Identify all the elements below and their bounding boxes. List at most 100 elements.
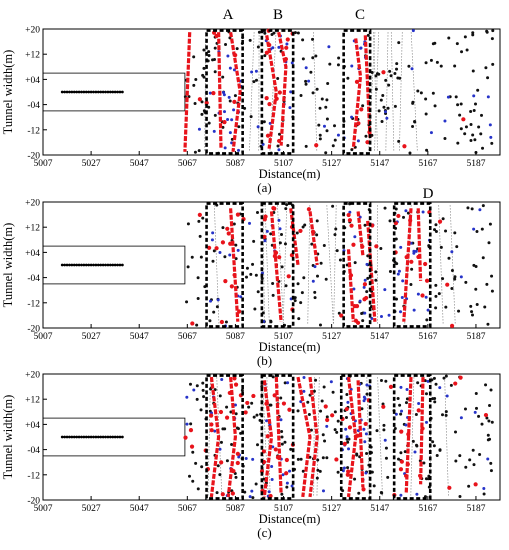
blue-point bbox=[236, 248, 240, 252]
black-point bbox=[301, 38, 305, 42]
blue-point bbox=[285, 481, 289, 485]
black-point bbox=[252, 239, 256, 243]
red-point bbox=[209, 428, 214, 433]
black-point bbox=[234, 412, 238, 416]
red-point bbox=[245, 400, 250, 406]
fracture-trace bbox=[296, 376, 312, 498]
black-point bbox=[434, 223, 438, 227]
black-point bbox=[387, 83, 391, 87]
black-point bbox=[283, 381, 287, 385]
red-point bbox=[284, 471, 289, 476]
black-point bbox=[435, 60, 439, 64]
black-point bbox=[490, 141, 494, 145]
black-point bbox=[223, 255, 227, 259]
black-point bbox=[254, 273, 258, 277]
trend-line bbox=[313, 32, 318, 152]
blue-point bbox=[364, 471, 368, 475]
black-point bbox=[322, 244, 326, 248]
zone-box-a bbox=[205, 29, 244, 155]
red-point bbox=[334, 457, 339, 462]
black-point bbox=[454, 459, 458, 463]
trend-line bbox=[326, 205, 334, 325]
black-point bbox=[396, 397, 400, 401]
blue-point bbox=[285, 42, 289, 46]
black-point bbox=[366, 254, 370, 258]
black-point bbox=[336, 470, 340, 474]
red-point bbox=[323, 404, 328, 409]
blue-point bbox=[363, 278, 367, 282]
measuring-point bbox=[75, 435, 79, 439]
blue-point bbox=[267, 490, 271, 494]
red-point bbox=[277, 90, 282, 95]
red-point bbox=[342, 441, 347, 446]
blue-point bbox=[232, 108, 236, 112]
measuring-point bbox=[99, 90, 103, 94]
blue-point bbox=[416, 292, 420, 296]
trend-line bbox=[260, 377, 265, 497]
red-point bbox=[447, 485, 452, 490]
red-point bbox=[396, 213, 401, 219]
black-point bbox=[333, 124, 337, 128]
blue-point bbox=[352, 287, 356, 291]
black-point bbox=[381, 93, 385, 97]
measuring-point bbox=[63, 263, 67, 267]
black-point bbox=[196, 276, 200, 280]
measuring-point bbox=[89, 435, 93, 439]
black-point bbox=[325, 98, 329, 102]
black-point bbox=[458, 494, 462, 498]
black-point bbox=[284, 207, 288, 211]
black-point bbox=[471, 31, 475, 35]
trend-line bbox=[207, 377, 211, 497]
red-point bbox=[345, 472, 350, 477]
black-point bbox=[304, 79, 308, 83]
measuring-point bbox=[60, 435, 64, 439]
black-point bbox=[450, 269, 454, 273]
blue-point bbox=[399, 385, 403, 389]
black-point bbox=[285, 203, 289, 207]
black-point bbox=[321, 433, 325, 437]
black-point bbox=[212, 57, 216, 61]
black-point bbox=[299, 301, 303, 305]
red-point bbox=[349, 223, 354, 228]
red-point bbox=[235, 460, 240, 466]
black-point bbox=[353, 477, 357, 481]
black-point bbox=[263, 31, 267, 35]
black-point bbox=[280, 492, 284, 496]
red-point bbox=[262, 234, 267, 240]
blue-point bbox=[404, 423, 408, 427]
black-point bbox=[309, 428, 313, 432]
blue-point bbox=[228, 253, 232, 257]
measuring-point bbox=[108, 263, 112, 267]
measuring-point bbox=[72, 263, 76, 267]
blue-point bbox=[288, 469, 292, 473]
black-point bbox=[234, 475, 238, 479]
black-point bbox=[447, 256, 451, 260]
black-point bbox=[254, 78, 258, 82]
blue-point bbox=[212, 129, 216, 133]
black-point bbox=[253, 307, 257, 311]
black-point bbox=[439, 245, 443, 249]
zone-letter-c: C bbox=[355, 7, 365, 23]
black-point bbox=[479, 132, 483, 136]
red-point bbox=[344, 406, 349, 412]
red-point bbox=[399, 429, 404, 434]
y-tick-label: +12 bbox=[25, 224, 40, 234]
black-point bbox=[370, 470, 374, 474]
blue-point bbox=[404, 209, 408, 213]
black-point bbox=[357, 491, 361, 495]
black-point bbox=[447, 36, 451, 40]
black-point bbox=[379, 98, 383, 102]
x-tick-label: 5167 bbox=[418, 159, 437, 169]
black-point bbox=[441, 413, 445, 417]
black-point bbox=[478, 452, 482, 456]
blue-point bbox=[226, 117, 230, 121]
black-point bbox=[404, 401, 408, 405]
red-point bbox=[339, 313, 344, 318]
trend-line bbox=[277, 205, 284, 325]
measuring-point bbox=[116, 435, 119, 439]
black-point bbox=[424, 97, 428, 101]
black-point bbox=[324, 151, 328, 155]
red-point bbox=[277, 255, 282, 260]
blue-point bbox=[302, 389, 306, 393]
black-point bbox=[416, 381, 420, 385]
